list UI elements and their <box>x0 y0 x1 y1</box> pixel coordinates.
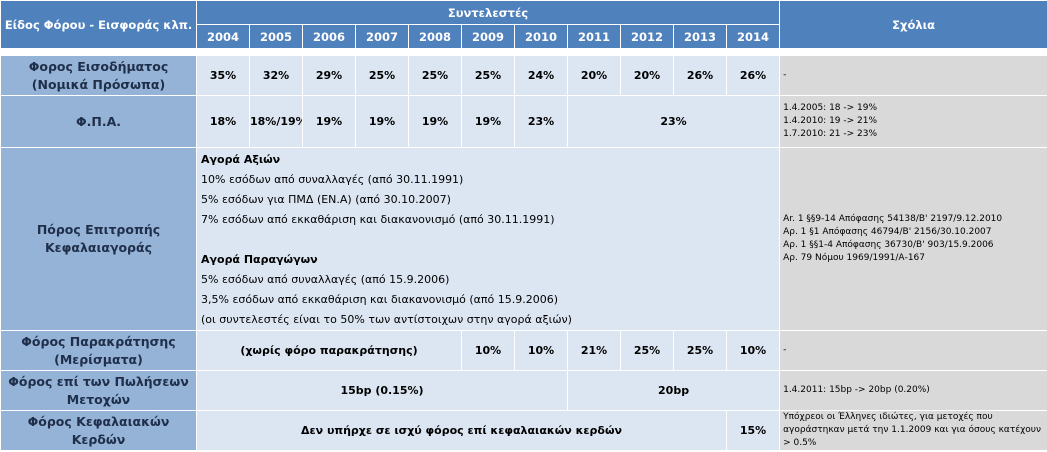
rate-cell: 25% <box>620 330 674 371</box>
rate-cell: 19% <box>302 95 356 148</box>
comment-cell: 1.4.2005: 18 -> 19% 1.4.2010: 19 -> 21% … <box>779 95 1047 148</box>
table-row: Φορος Εισοδήματος (Νομικά Πρόσωπα) 35% 3… <box>0 55 1047 96</box>
comment-cell: 1.4.2011: 15bp -> 20bp (0.20%) <box>779 370 1047 411</box>
rate-cell: 18%/19% <box>249 95 303 148</box>
tax-type-header: Είδος Φόρου - Εισφοράς κλπ. <box>0 0 197 49</box>
year-header: 2008 <box>408 24 462 49</box>
rate-cell: 19% <box>355 95 409 148</box>
year-header: 2005 <box>249 24 303 49</box>
year-header: 2009 <box>461 24 515 49</box>
year-header: 2011 <box>567 24 621 49</box>
rate-cell: 18% <box>196 95 250 148</box>
table-row: Φόρος επί των Πωλήσεων Μετοχών 15bp (0.1… <box>0 370 1047 411</box>
rate-cell: 15% <box>725 410 781 451</box>
rate-cell: 20% <box>620 55 674 96</box>
year-header: 2006 <box>302 24 356 49</box>
comment-cell: - <box>779 330 1047 371</box>
rate-cell: 10% <box>514 330 568 371</box>
rate-cell: 25% <box>408 55 462 96</box>
rate-cell: 10% <box>461 330 515 371</box>
year-header: 2013 <box>673 24 727 49</box>
cmc-label: Πόρος Επιτροπής Κεφαλαιαγοράς <box>0 147 197 331</box>
rate-cell: 25% <box>461 55 515 96</box>
rate-cell: 25% <box>673 330 727 371</box>
rate-cell: 26% <box>725 55 781 96</box>
table-row: Φ.Π.Α. 18% 18%/19% 19% 19% 19% 19% 23% 2… <box>0 95 1047 148</box>
rate-cell: 25% <box>355 55 409 96</box>
withholding-label: Φόρος Παρακράτησης (Μερίσματα) <box>0 330 197 371</box>
comments-header: Σχόλια <box>779 0 1047 49</box>
year-header: 2004 <box>196 24 250 49</box>
year-header: 2012 <box>620 24 674 49</box>
table-row: Φόρος Παρακράτησης (Μερίσματα) (χωρίς φό… <box>0 330 1047 371</box>
comment-cell: Υπόχρεοι οι Έλληνες ιδιώτες, για μετοχές… <box>779 410 1047 451</box>
rate-cell-merged: 15bp (0.15%) <box>196 370 568 411</box>
table-row: Φόρος Κεφαλαιακών Κερδών Δεν υπήρχε σε ι… <box>0 410 1047 451</box>
rate-cell: 26% <box>673 55 727 96</box>
rate-cell: 32% <box>249 55 303 96</box>
rate-cell-merged: (χωρίς φόρο παρακράτησης) <box>196 330 462 371</box>
rate-cell: 20% <box>567 55 621 96</box>
rate-cell: 29% <box>302 55 356 96</box>
rate-cell-merged: 23% <box>566 95 781 148</box>
year-header: 2010 <box>514 24 568 49</box>
income-tax-label: Φορος Εισοδήματος (Νομικά Πρόσωπα) <box>0 55 197 96</box>
sales-tax-label: Φόρος επί των Πωλήσεων Μετοχών <box>0 370 197 411</box>
comment-cell: Αr. 1 §§9-14 Απόφασης 54138/Β' 2197/9.12… <box>779 147 1047 331</box>
year-header: 2007 <box>355 24 409 49</box>
cmc-details: Αγορά Αξιών 10% εσόδων από συναλλαγές (α… <box>195 147 781 331</box>
rate-cell: 19% <box>461 95 515 148</box>
year-header: 2014 <box>725 24 781 49</box>
rate-cell-merged: 20bp <box>566 370 781 411</box>
rate-cell: 23% <box>514 95 568 148</box>
rate-cell-merged: Δεν υπήρχε σε ισχύ φόρος επί κεφαλαιακών… <box>196 410 727 451</box>
comment-cell: - <box>779 55 1047 96</box>
rate-cell: 35% <box>196 55 250 96</box>
table-row: Πόρος Επιτροπής Κεφαλαιαγοράς Αγορά Αξιώ… <box>0 147 1047 331</box>
rate-cell: 21% <box>567 330 621 371</box>
rate-cell: 19% <box>408 95 462 148</box>
vat-label: Φ.Π.Α. <box>0 95 197 148</box>
rates-header: Συντελεστές <box>195 0 781 25</box>
capital-gains-label: Φόρος Κεφαλαιακών Κερδών <box>0 410 197 451</box>
rate-cell: 24% <box>514 55 568 96</box>
rate-cell: 10% <box>725 330 781 371</box>
